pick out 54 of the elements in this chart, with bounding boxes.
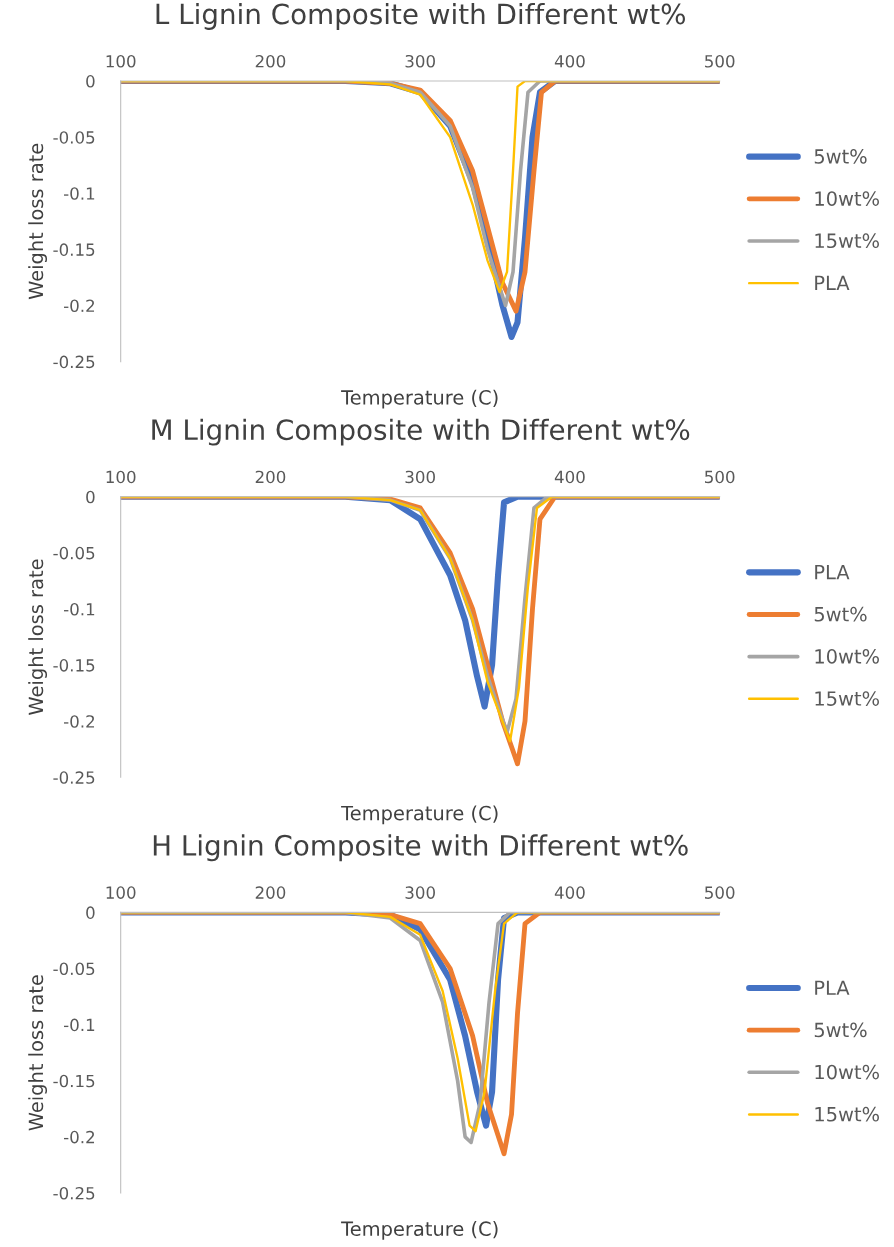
y-tick-label: -0.25 <box>53 1186 95 1200</box>
x-tick-label: 200 <box>255 470 286 484</box>
chart-title: L Lignin Composite with Different wt% <box>156 3 685 30</box>
y-tick-label: 0 <box>86 490 95 504</box>
y-tick-label: -0.2 <box>63 299 95 313</box>
y-tick-label: 0 <box>86 906 95 919</box>
legend-label: 5wt% <box>814 149 867 164</box>
legend-label: 15wt% <box>815 1106 879 1122</box>
y-tick-label: -0.1 <box>63 602 95 616</box>
y-tick-label: -0.2 <box>63 1130 95 1144</box>
x-axis-title: Temperature (C) <box>341 389 498 409</box>
x-tick-label: 500 <box>705 54 735 68</box>
legend-label: 15wt% <box>815 233 879 249</box>
x-tick-label: 500 <box>705 470 735 484</box>
y-axis-title: Weight loss rate <box>28 143 48 300</box>
x-tick-label: 100 <box>106 886 136 899</box>
y-tick-label: -0.25 <box>53 355 95 369</box>
y-tick-label: -0.15 <box>53 1074 95 1088</box>
chart-title: M Lignin Composite with Different wt% <box>152 418 690 446</box>
y-axis-title: Weight loss rate <box>28 975 48 1131</box>
x-axis-title: Temperature (C) <box>341 805 498 825</box>
x-tick-label: 300 <box>405 886 435 899</box>
legend-label: PLA <box>815 980 850 995</box>
y-tick-label: -0.1 <box>63 187 95 200</box>
y-tick-label: -0.05 <box>53 546 95 560</box>
legend-label: PLA <box>815 275 850 290</box>
x-tick-label: 400 <box>554 886 585 899</box>
y-tick-label: -0.25 <box>53 771 95 784</box>
legend-label: 5wt% <box>814 1022 867 1038</box>
legend-label: PLA <box>815 564 850 580</box>
legend-label: 10wt% <box>815 1064 879 1080</box>
y-tick-label: -0.05 <box>53 131 95 144</box>
x-tick-label: 200 <box>255 54 286 68</box>
x-axis-title: Temperature (C) <box>341 1221 498 1240</box>
y-tick-label: -0.15 <box>53 659 95 672</box>
x-tick-label: 500 <box>705 886 735 899</box>
legend-label: 10wt% <box>815 649 879 664</box>
x-tick-label: 200 <box>255 886 286 899</box>
y-tick-label: -0.2 <box>63 715 95 728</box>
legend-label: 15wt% <box>815 691 879 706</box>
y-tick-label: 0 <box>86 75 95 88</box>
x-tick-label: 300 <box>405 470 435 484</box>
x-tick-label: 100 <box>106 470 136 484</box>
y-tick-label: -0.15 <box>53 243 95 256</box>
legend-label: 10wt% <box>815 191 879 206</box>
x-tick-label: 300 <box>405 54 435 68</box>
y-tick-label: -0.1 <box>63 1018 95 1032</box>
x-tick-label: 400 <box>554 470 585 484</box>
y-axis-title: Weight loss rate <box>28 559 48 715</box>
legend-label: 5wt% <box>814 606 867 622</box>
x-tick-label: 400 <box>554 54 585 68</box>
x-tick-label: 100 <box>106 54 136 68</box>
chart-title: H Lignin Composite with Different wt% <box>153 834 688 862</box>
y-tick-label: -0.05 <box>53 962 95 976</box>
